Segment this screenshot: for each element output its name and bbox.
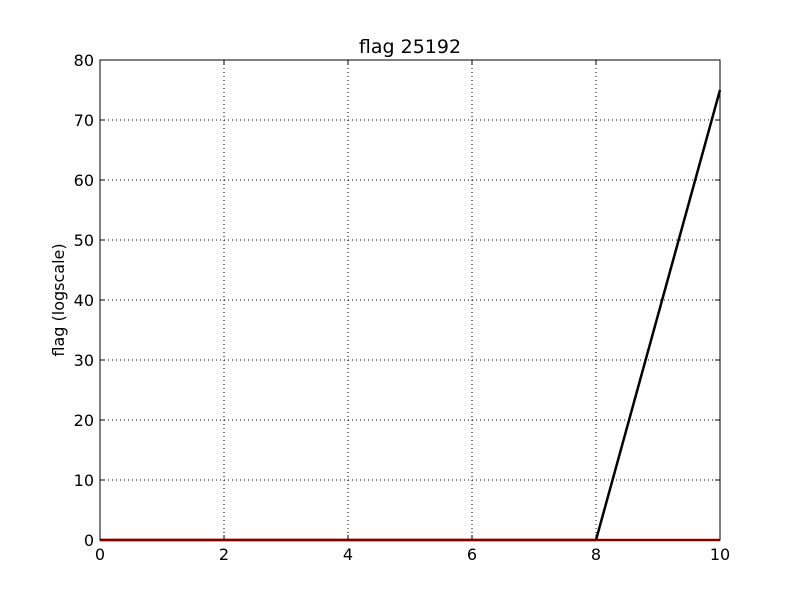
y-tick-label: 30 — [74, 351, 94, 370]
y-tick-label: 80 — [74, 51, 94, 70]
y-tick-label: 0 — [84, 531, 94, 550]
x-tick-label: 2 — [219, 545, 229, 564]
y-tick-label: 60 — [74, 171, 94, 190]
axis-ticks: 0 2 4 6 8 10 0 10 20 30 40 50 60 70 80 — [74, 51, 731, 564]
x-tick-label: 6 — [467, 545, 477, 564]
x-tick-label: 10 — [710, 545, 730, 564]
x-tick-label: 0 — [95, 545, 105, 564]
y-tick-label: 20 — [74, 411, 94, 430]
y-tick-label: 70 — [74, 111, 94, 130]
y-tick-label: 10 — [74, 471, 94, 490]
x-tick-label: 4 — [343, 545, 353, 564]
series-lines — [100, 89, 722, 542]
series-line-1 — [100, 89, 722, 542]
chart-title: flag 25192 — [359, 36, 461, 58]
y-tick-label: 50 — [74, 231, 94, 250]
x-tick-label: 8 — [591, 545, 601, 564]
y-tick-label: 40 — [74, 291, 94, 310]
grid-lines — [100, 60, 720, 540]
y-axis-label: flag (logscale) — [49, 243, 68, 356]
